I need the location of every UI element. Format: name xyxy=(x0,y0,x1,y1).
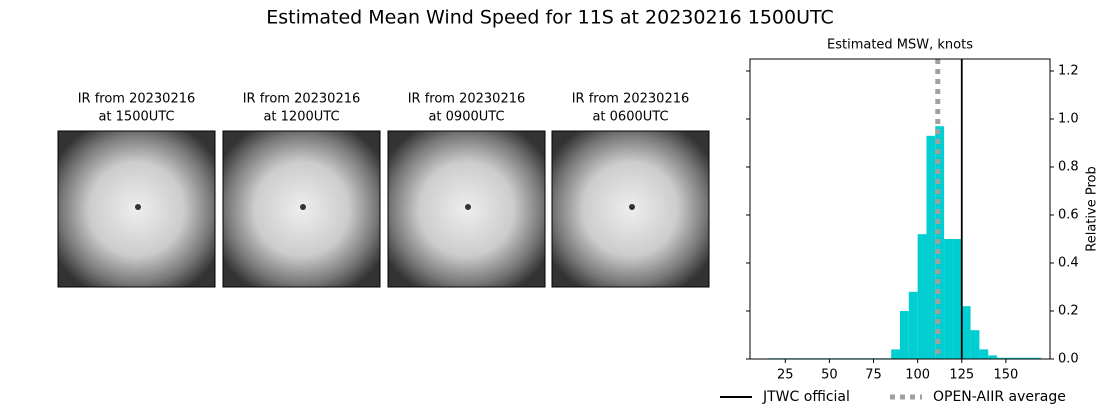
x-tick-label: 100 xyxy=(905,368,930,383)
storm-eye xyxy=(300,204,306,210)
y-tick-label: 1.2 xyxy=(1058,64,1079,79)
bar xyxy=(1032,357,1042,359)
storm-eye xyxy=(135,204,141,210)
x-tick-label: 75 xyxy=(865,368,882,383)
bar xyxy=(961,306,971,359)
image-title: at 0600UTC xyxy=(592,110,668,125)
bar xyxy=(891,349,900,359)
image-title: IR from 20230216 xyxy=(78,92,196,107)
x-tick-label: 25 xyxy=(777,368,794,383)
bar xyxy=(997,357,1006,359)
y-tick-label: 1.0 xyxy=(1058,112,1079,127)
bar xyxy=(1005,357,1015,359)
plot-frame xyxy=(749,58,1051,360)
bar xyxy=(979,349,989,359)
y-tick-label: 0.2 xyxy=(1058,304,1079,319)
figure-title: Estimated Mean Wind Speed for 11S at 202… xyxy=(266,7,834,29)
bar xyxy=(908,291,918,359)
image-title: at 1200UTC xyxy=(263,110,339,125)
bar xyxy=(900,311,909,359)
bar xyxy=(944,239,953,359)
bar xyxy=(952,239,962,359)
image-title: IR from 20230216 xyxy=(408,92,526,107)
x-tick-label: 125 xyxy=(949,368,974,383)
y-tick-label: 0.6 xyxy=(1058,208,1079,223)
bar xyxy=(1014,357,1024,359)
image-title: IR from 20230216 xyxy=(243,92,361,107)
y-tick-label: 0.4 xyxy=(1058,256,1079,271)
storm-eye xyxy=(465,204,471,210)
bar xyxy=(917,234,927,359)
bar xyxy=(988,355,998,359)
image-title: at 0900UTC xyxy=(428,110,504,125)
x-tick-label: 150 xyxy=(993,368,1018,383)
legend-label: OPEN-AIIR average xyxy=(933,389,1066,405)
bar xyxy=(970,330,980,359)
bar xyxy=(1023,357,1033,359)
y-tick-label: 0.0 xyxy=(1058,352,1079,367)
y-axis-label: Relative Prob xyxy=(1085,166,1100,251)
x-tick-label: 50 xyxy=(821,368,838,383)
bar xyxy=(926,135,936,359)
chart-title: Estimated MSW, knots xyxy=(827,38,973,53)
y-tick-label: 0.8 xyxy=(1058,160,1079,175)
image-title: IR from 20230216 xyxy=(572,92,690,107)
legend-label: JTWC official xyxy=(762,389,850,405)
image-title: at 1500UTC xyxy=(98,110,174,125)
storm-eye xyxy=(629,204,635,210)
